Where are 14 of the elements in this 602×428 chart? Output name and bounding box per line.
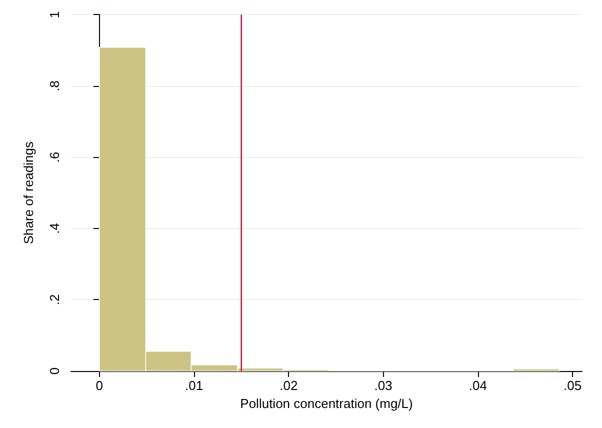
x-tick-label: 0 [96,378,104,393]
x-tick-label: .04 [468,378,487,393]
y-tick-label: 0 [47,367,62,375]
y-tick-label: .6 [47,152,62,163]
x-tick-label: .05 [564,378,582,393]
x-axis-title: Pollution concentration (mg/L) [240,396,413,411]
y-tick-label: .4 [47,223,62,234]
x-tick-label: .03 [374,378,392,393]
y-tick-label: .2 [47,294,62,306]
y-tick-label: 1 [47,11,62,18]
x-tick-label: .02 [280,378,298,393]
y-axis-title: Share of readings [21,140,36,244]
x-tick-label: .01 [184,378,204,393]
y-tick-label: .8 [47,80,62,92]
